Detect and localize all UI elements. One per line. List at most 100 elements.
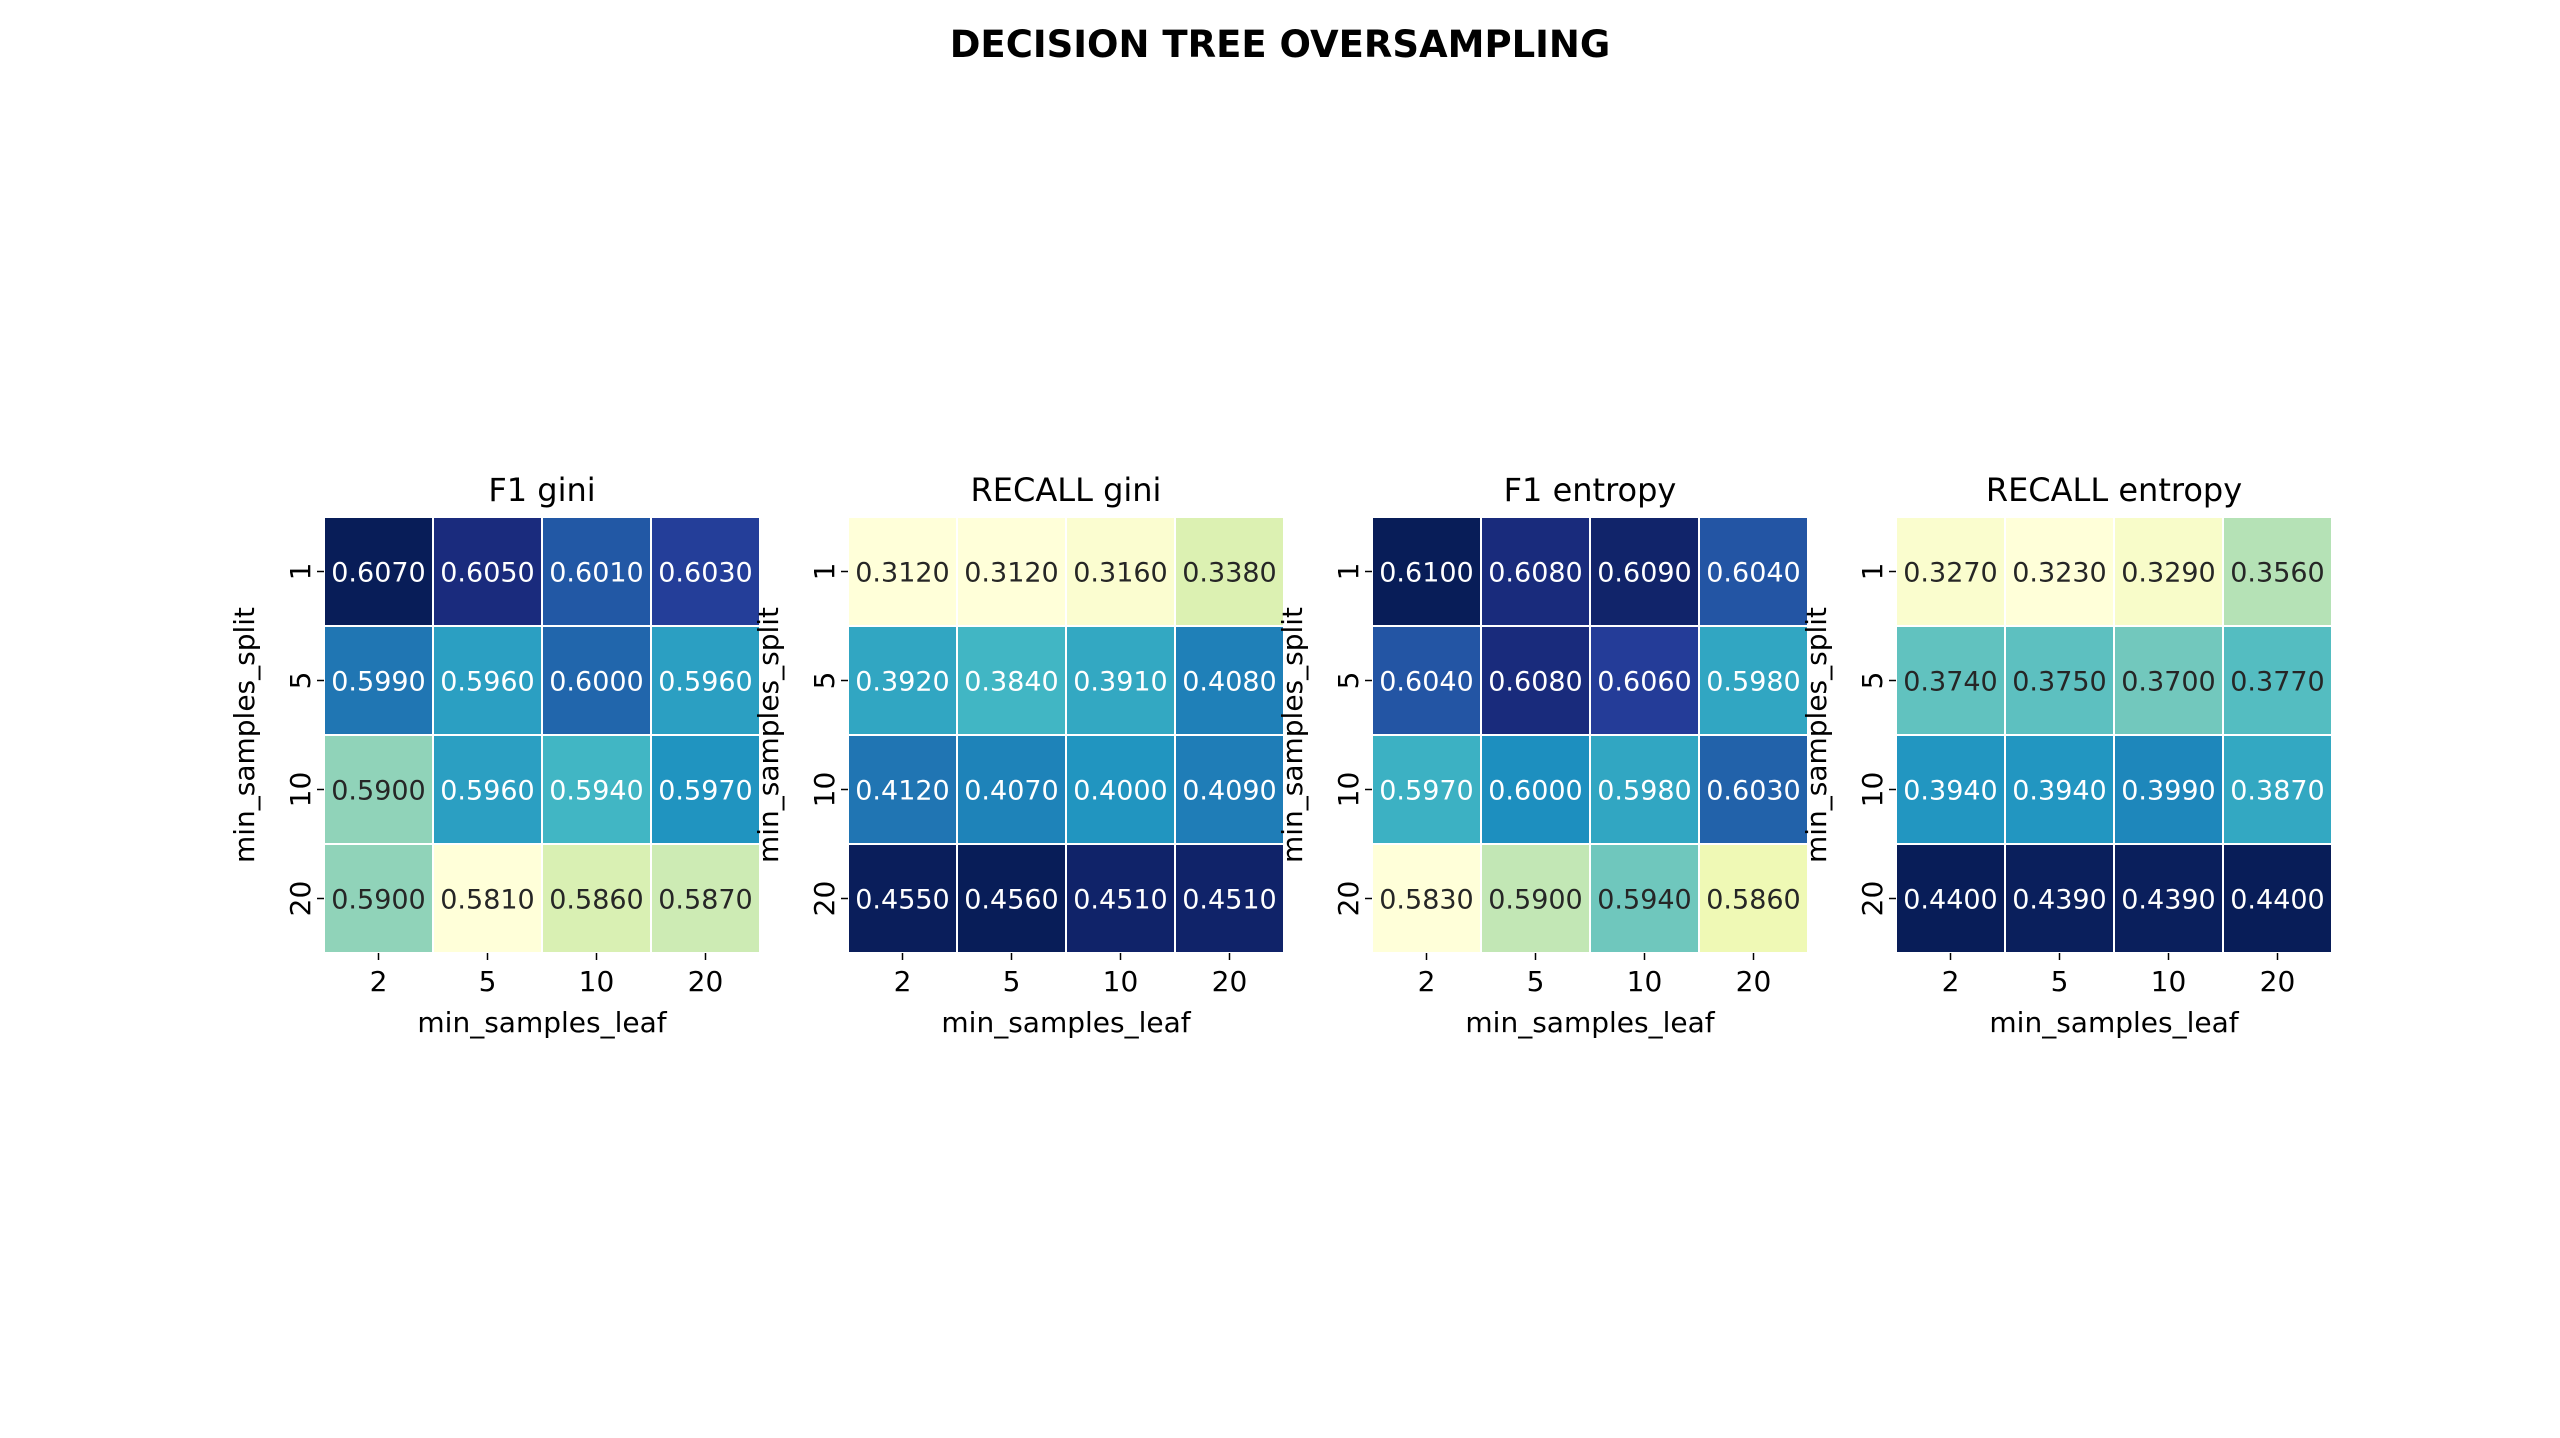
cell-value-label: 0.3940 [1903,776,1997,807]
cell-value-label: 0.6070 [331,558,425,589]
heatmap-cell [956,516,1067,627]
cell-value-label: 0.6050 [440,558,534,589]
heatmap-cell [650,516,761,627]
cell-value-label: 0.5830 [1379,885,1473,916]
heatmap-cell [1698,625,1809,736]
cell-value-label: 0.3120 [855,558,949,589]
x-axis-label: min_samples_leaf [1465,1006,1715,1039]
x-axis-label: min_samples_leaf [941,1006,1191,1039]
cell-value-label: 0.5960 [440,667,534,698]
x-tick-label: 10 [1103,965,1139,998]
cell-value-label: 0.5980 [1706,667,1800,698]
heatmap-cell [2004,516,2115,627]
y-tick-label: 10 [284,772,317,808]
y-tick-label: 1 [1856,563,1889,581]
y-tick-label: 5 [1856,672,1889,690]
cell-value-label: 0.6040 [1706,558,1800,589]
heatmap-cell [1480,843,1591,954]
heatmap-cell [1174,843,1285,954]
y-tick-label: 20 [1856,881,1889,917]
x-tick-label: 20 [1212,965,1248,998]
y-tick-label: 10 [1332,772,1365,808]
panel-title: F1 gini [488,471,595,509]
heatmap-cell [650,843,761,954]
heatmap-cell [1065,625,1176,736]
heatmap-cell [541,516,652,627]
heatmap-cell [2004,734,2115,845]
y-tick-label: 10 [808,772,841,808]
heatmap-cell [1065,516,1176,627]
heatmap-cell [2113,516,2224,627]
heatmap-cell [1895,516,2006,627]
cell-value-label: 0.6100 [1379,558,1473,589]
cell-value-label: 0.6030 [658,558,752,589]
cell-value-label: 0.4550 [855,885,949,916]
cell-value-label: 0.3750 [2012,667,2106,698]
heatmap-cell [1895,625,2006,736]
heatmap-cell [1480,734,1591,845]
heatmap-cell [650,734,761,845]
heatmap-cell [2222,843,2333,954]
cell-value-label: 0.6030 [1706,776,1800,807]
heatmap-cell [432,734,543,845]
heatmap-cell [323,516,434,627]
figure-title: DECISION TREE OVERSAMPLING [950,23,1611,66]
cell-value-label: 0.3290 [2121,558,2215,589]
cell-value-label: 0.6010 [549,558,643,589]
cell-value-label: 0.4400 [2230,885,2324,916]
heatmap-cell [2113,734,2224,845]
y-tick-label: 5 [808,672,841,690]
panel-title: F1 entropy [1504,471,1677,509]
cell-value-label: 0.6090 [1597,558,1691,589]
cell-value-label: 0.5900 [331,776,425,807]
cell-value-label: 0.3990 [2121,776,2215,807]
heatmap-cell [956,734,1067,845]
x-tick-label: 5 [1527,965,1545,998]
cell-value-label: 0.5960 [440,776,534,807]
heatmap-cell [1065,734,1176,845]
heatmap-cell [2222,734,2333,845]
heatmap-cell [2004,843,2115,954]
heatmap-cell [432,625,543,736]
cell-value-label: 0.4510 [1182,885,1276,916]
heatmap-cell [1174,516,1285,627]
y-tick-label: 10 [1856,772,1889,808]
cell-value-label: 0.6000 [1488,776,1582,807]
y-tick-label: 1 [284,563,317,581]
cell-value-label: 0.6080 [1488,558,1582,589]
y-tick-label: 20 [808,881,841,917]
cell-value-label: 0.5860 [549,885,643,916]
heatmap-cell [2222,625,2333,736]
x-tick-label: 5 [1003,965,1021,998]
panel-title: RECALL entropy [1986,471,2242,509]
y-tick-label: 5 [1332,672,1365,690]
heatmap-panel-4: RECALL entropy 0.3270 0.3230 0.3290 0.3560 0.… [1800,471,2333,1039]
heatmap-cell [432,843,543,954]
y-axis-label: min_samples_split [752,607,785,863]
heatmap-cell [2004,625,2115,736]
cell-value-label: 0.3740 [1903,667,1997,698]
y-tick-label: 1 [1332,563,1365,581]
cell-value-label: 0.5980 [1597,776,1691,807]
x-axis-label: min_samples_leaf [417,1006,667,1039]
heatmap-cell [2222,516,2333,627]
heatmap-panel-2: RECALL gini 0.3120 0.3120 0.3160 0.3380 0.392… [752,471,1285,1039]
cell-value-label: 0.3770 [2230,667,2324,698]
heatmap-cell [847,516,958,627]
heatmap-cell [1698,843,1809,954]
cell-value-label: 0.5970 [1379,776,1473,807]
heatmap-cell [2113,625,2224,736]
cell-value-label: 0.6040 [1379,667,1473,698]
heatmap-cell [1480,625,1591,736]
cell-value-label: 0.4390 [2121,885,2215,916]
cell-value-label: 0.3380 [1182,558,1276,589]
cell-value-label: 0.6060 [1597,667,1691,698]
x-tick-label: 20 [1736,965,1772,998]
cell-value-label: 0.4560 [964,885,1058,916]
heatmap-cell [1589,516,1700,627]
cell-value-label: 0.3940 [2012,776,2106,807]
cell-value-label: 0.5860 [1706,885,1800,916]
cell-value-label: 0.6000 [549,667,643,698]
heatmap-cell [1371,843,1482,954]
cell-value-label: 0.3560 [2230,558,2324,589]
